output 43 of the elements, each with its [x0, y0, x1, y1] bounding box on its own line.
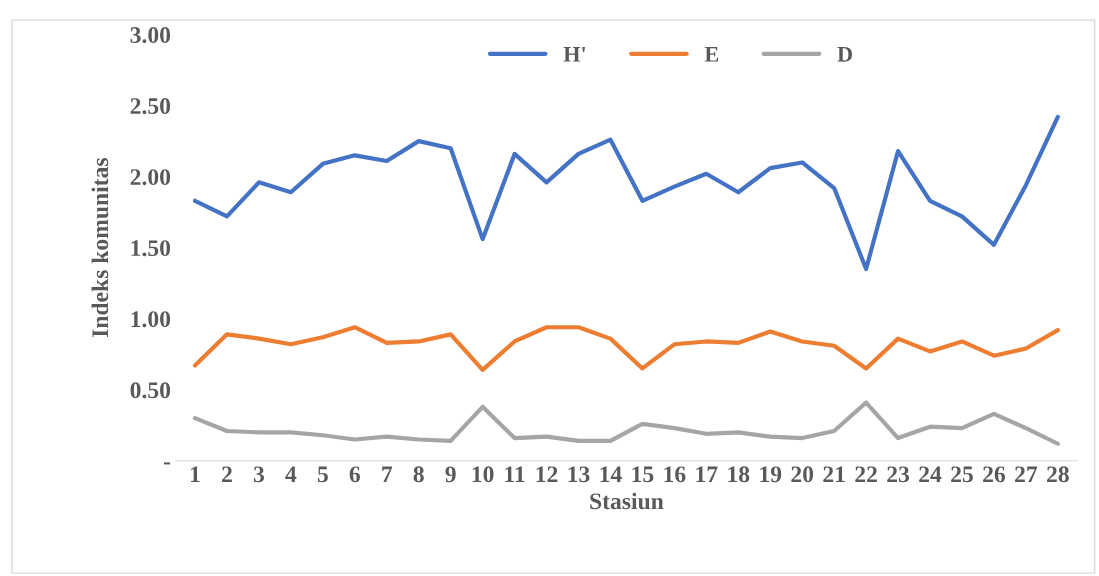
- line-series: [192, 325, 1060, 372]
- x-tick-label: 2: [222, 466, 232, 483]
- x-tick-label: 14: [600, 466, 622, 483]
- y-tick-label: 2.00: [130, 169, 171, 186]
- x-axis-title: Stasiun: [590, 492, 664, 510]
- x-tick-label: 16: [664, 466, 686, 483]
- x-tick-label: 3: [253, 466, 265, 483]
- x-tick-label: 18: [728, 466, 750, 483]
- y-tick-label: 2.50: [130, 98, 171, 115]
- x-tick-label: 4: [285, 466, 297, 483]
- x-tick-label: 11: [505, 466, 525, 483]
- x-tick-label: 17: [696, 466, 718, 483]
- x-tick-label: 1: [191, 466, 200, 483]
- x-tick-label: 25: [951, 466, 973, 483]
- y-tick-label: 1.50: [131, 240, 171, 257]
- y-tick-label: 3.00: [130, 27, 171, 44]
- x-tick-label: 10: [472, 466, 494, 483]
- x-tick-label: 8: [413, 466, 424, 483]
- x-tick-label: 13: [568, 466, 590, 483]
- x-tick-label: 23: [887, 466, 910, 483]
- line-series: [192, 400, 1060, 446]
- x-tick-label: 7: [382, 466, 393, 483]
- legend-label: H': [563, 47, 585, 62]
- legend-label: D: [837, 47, 853, 62]
- legend-label: E: [704, 47, 719, 62]
- x-tick-label: 28: [1047, 466, 1069, 483]
- x-tick-label: 20: [791, 466, 814, 483]
- line-series: [192, 114, 1060, 272]
- x-tick-label: 9: [445, 466, 456, 483]
- y-tick-label: 1.00: [131, 311, 171, 328]
- x-tick-label: 27: [1015, 466, 1038, 483]
- x-tick-label: 15: [632, 466, 654, 483]
- x-tick-label: 22: [855, 466, 877, 483]
- x-tick-label: 19: [760, 466, 782, 483]
- x-tick-label: 26: [983, 466, 1006, 483]
- x-tick-label: 12: [536, 466, 558, 483]
- x-tick-label: 21: [823, 466, 845, 483]
- x-tick-label: 6: [349, 466, 361, 483]
- y-tick-label: 0.50: [130, 382, 171, 399]
- x-tick-label: 24: [919, 466, 942, 483]
- y-axis-title: Indeks komunitas: [91, 158, 109, 338]
- x-tick-label: 5: [317, 466, 328, 483]
- y-tick-label: -: [163, 462, 171, 465]
